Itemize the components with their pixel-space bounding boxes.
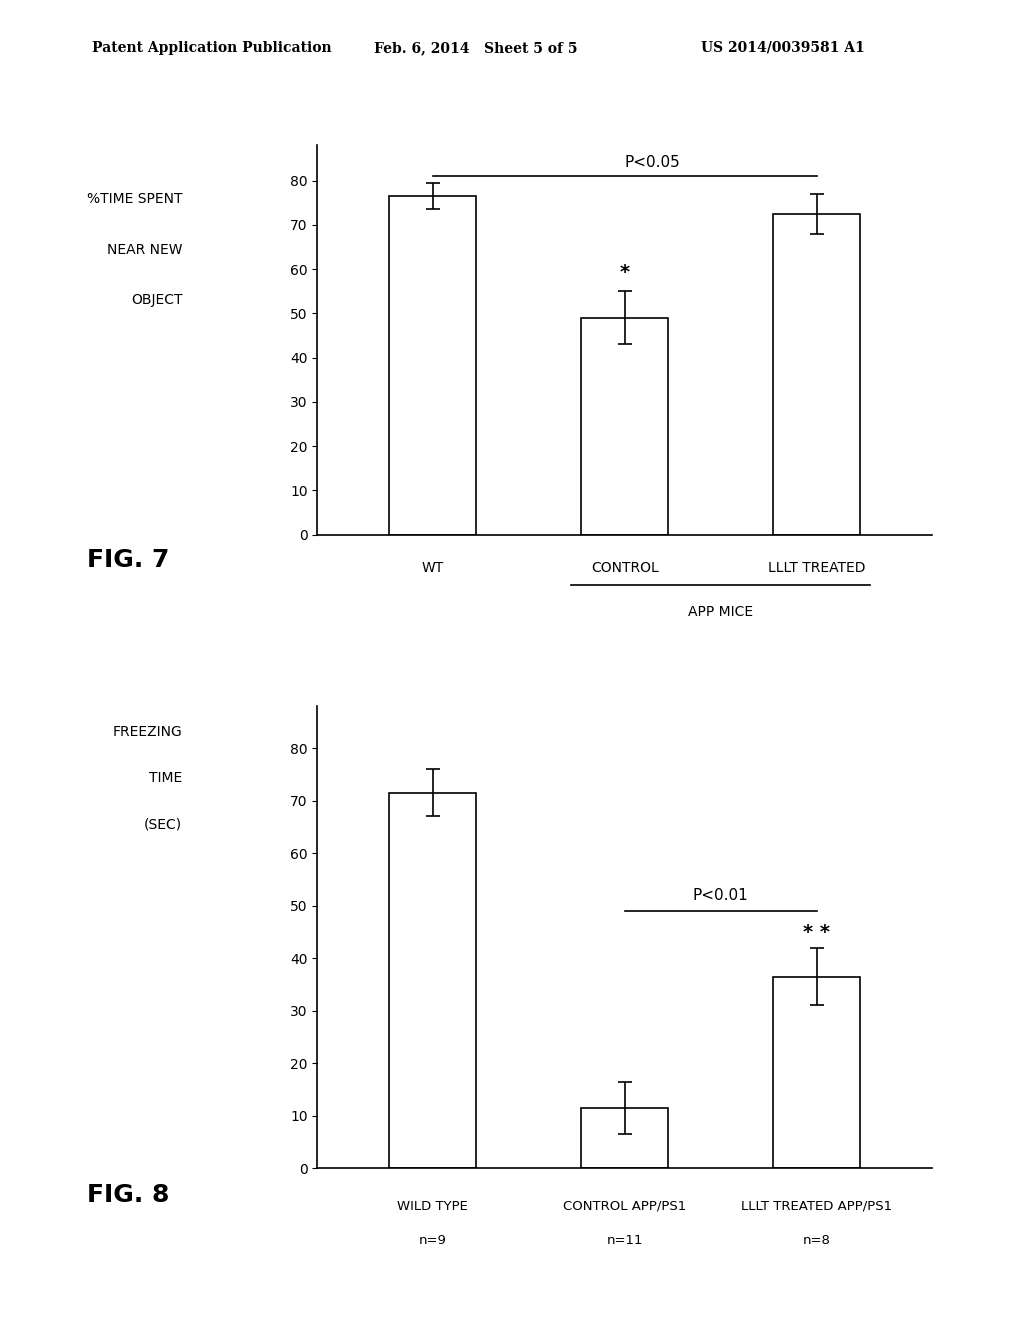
- Bar: [582, 318, 668, 535]
- Bar: [389, 197, 476, 535]
- Text: FIG. 7: FIG. 7: [87, 548, 169, 572]
- Text: WILD TYPE: WILD TYPE: [397, 1200, 468, 1213]
- Text: %TIME SPENT: %TIME SPENT: [87, 191, 182, 206]
- Text: TIME: TIME: [150, 771, 182, 785]
- Text: P<0.01: P<0.01: [693, 888, 749, 903]
- Text: APP MICE: APP MICE: [688, 606, 754, 619]
- Bar: [773, 214, 860, 535]
- Bar: [389, 793, 476, 1168]
- Text: P<0.05: P<0.05: [625, 154, 680, 169]
- Bar: [582, 1107, 668, 1168]
- Bar: [773, 977, 860, 1168]
- Text: FREEZING: FREEZING: [113, 725, 182, 739]
- Text: *: *: [620, 264, 630, 282]
- Text: NEAR NEW: NEAR NEW: [106, 243, 182, 256]
- Text: LLLT TREATED APP/PS1: LLLT TREATED APP/PS1: [741, 1200, 892, 1213]
- Text: (SEC): (SEC): [144, 817, 182, 832]
- Text: n=9: n=9: [419, 1234, 446, 1247]
- Text: Feb. 6, 2014   Sheet 5 of 5: Feb. 6, 2014 Sheet 5 of 5: [374, 41, 578, 55]
- Text: CONTROL APP/PS1: CONTROL APP/PS1: [563, 1200, 686, 1213]
- Text: OBJECT: OBJECT: [131, 293, 182, 308]
- Text: CONTROL: CONTROL: [591, 561, 658, 576]
- Text: LLLT TREATED: LLLT TREATED: [768, 561, 865, 576]
- Text: n=11: n=11: [606, 1234, 643, 1247]
- Text: WT: WT: [422, 561, 443, 576]
- Text: FIG. 8: FIG. 8: [87, 1183, 169, 1206]
- Text: * *: * *: [803, 924, 830, 942]
- Text: n=8: n=8: [803, 1234, 830, 1247]
- Text: Patent Application Publication: Patent Application Publication: [92, 41, 332, 55]
- Text: US 2014/0039581 A1: US 2014/0039581 A1: [701, 41, 865, 55]
